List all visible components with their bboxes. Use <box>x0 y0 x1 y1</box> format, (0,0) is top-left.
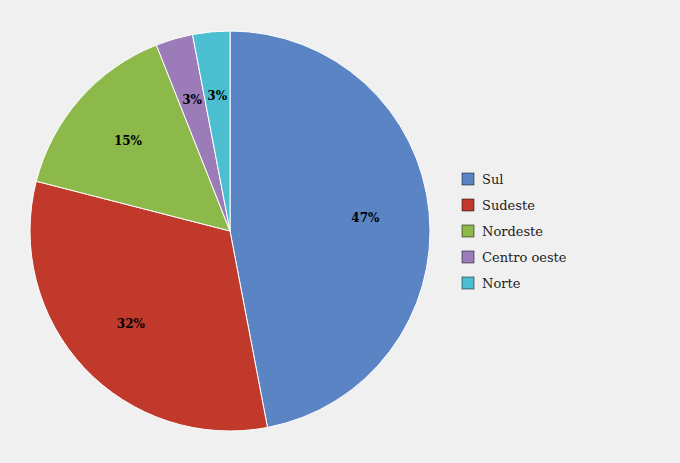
data-label: 3% <box>182 93 202 107</box>
legend-swatch <box>462 251 474 263</box>
data-labels: 47% 32% 15% 3% 3% <box>114 89 380 331</box>
slices <box>30 31 430 431</box>
pie-slice <box>230 31 430 427</box>
pie-slice <box>193 31 230 231</box>
data-label: 47% <box>351 211 380 225</box>
legend-label: Centro oeste <box>482 250 567 265</box>
chart-container: 47% 32% 15% 3% 3% Sul Sudeste Nordeste Centro oe… <box>0 0 680 463</box>
chart: 47% 32% 15% 3% 3% Sul Sudeste Nordeste Centro oe… <box>0 0 680 463</box>
legend-swatch <box>462 225 474 237</box>
data-label: 15% <box>114 134 143 148</box>
legend-swatch <box>462 277 474 289</box>
legend-label: Sul <box>482 172 503 187</box>
legend-label: Norte <box>482 276 521 291</box>
legend: Sul Sudeste Nordeste Centro oeste Norte <box>462 172 567 291</box>
background <box>0 0 680 463</box>
data-label: 3% <box>207 89 227 103</box>
data-label: 32% <box>117 317 146 331</box>
pie-slice <box>30 181 267 431</box>
legend-label: Sudeste <box>482 198 535 213</box>
legend-label: Nordeste <box>482 224 543 239</box>
legend-swatch <box>462 173 474 185</box>
legend-swatch <box>462 199 474 211</box>
